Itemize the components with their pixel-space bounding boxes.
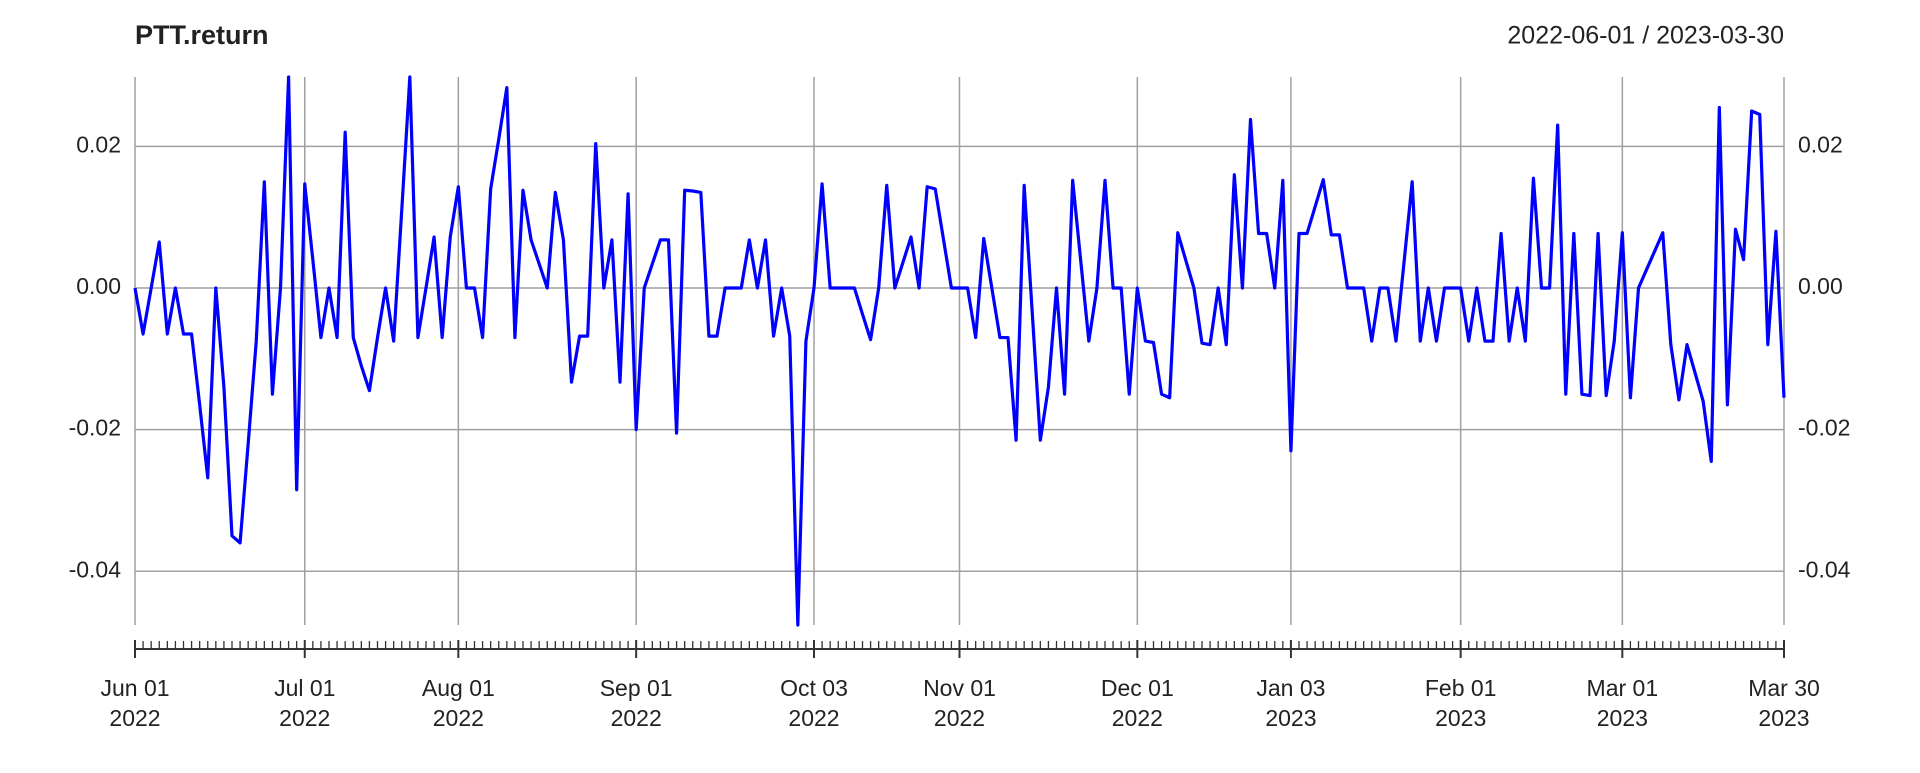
x-tick-label: 2023 (1435, 705, 1486, 731)
x-tick-label: Mar 01 (1587, 675, 1659, 701)
y2-tick-label: -0.04 (1798, 556, 1851, 582)
x-tick-label: 2022 (279, 705, 330, 731)
x-tick-label: Oct 03 (780, 675, 848, 701)
x-tick-label: Nov 01 (923, 675, 996, 701)
x-tick-label: Jan 03 (1256, 675, 1325, 701)
chart-title: PTT.return (135, 20, 269, 50)
x-tick-label: 2022 (109, 705, 160, 731)
x-tick-label: 2023 (1758, 705, 1809, 731)
data-line (133, 75, 1786, 627)
y-tick-label: -0.04 (69, 556, 122, 582)
x-tick-label: Feb 01 (1425, 675, 1497, 701)
x-tick-label: 2022 (611, 705, 662, 731)
y-tick-label: 0.02 (76, 131, 121, 157)
y-tick-label: 0.00 (76, 273, 121, 299)
x-tick-label: Dec 01 (1101, 675, 1174, 701)
y-tick-label: -0.02 (69, 415, 121, 441)
x-tick-label: Aug 01 (422, 675, 495, 701)
x-tick-label: Sep 01 (600, 675, 673, 701)
chart-subtitle: 2022-06-01 / 2023-03-30 (1507, 22, 1784, 50)
x-tick-label: 2022 (433, 705, 484, 731)
y2-tick-label: 0.02 (1798, 131, 1843, 157)
x-tick-label: 2023 (1597, 705, 1648, 731)
x-tick-label: 2022 (1112, 705, 1163, 731)
x-tick-label: Jun 01 (100, 675, 169, 701)
x-tick-label: 2022 (934, 705, 985, 731)
y2-tick-label: 0.00 (1798, 273, 1843, 299)
x-tick-label: 2023 (1265, 705, 1316, 731)
x-tick-label: 2022 (788, 705, 839, 731)
y2-tick-label: -0.02 (1798, 415, 1850, 441)
x-tick-label: Mar 30 (1748, 675, 1820, 701)
x-tick-label: Jul 01 (274, 675, 335, 701)
